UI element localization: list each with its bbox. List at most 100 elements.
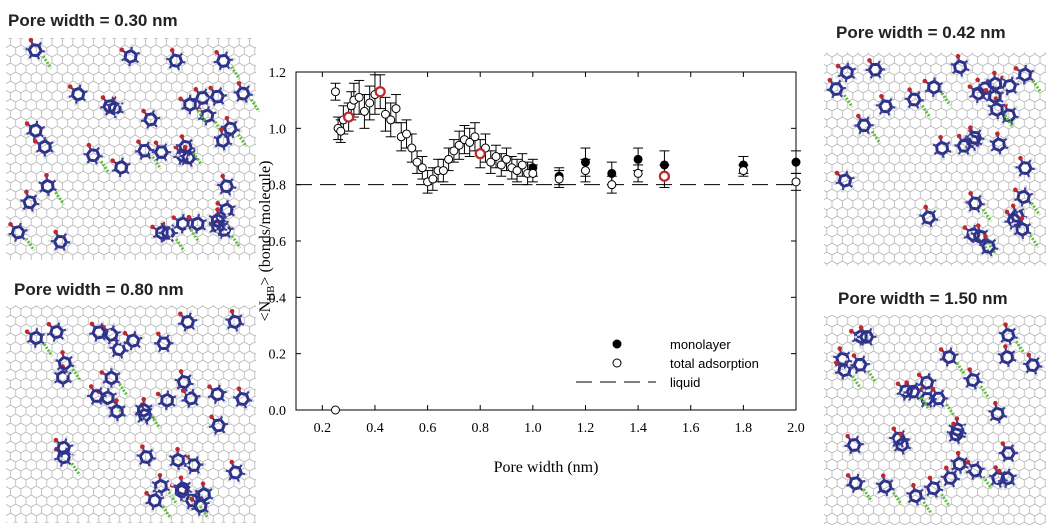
hydrogen-bond [230, 235, 242, 249]
data-point [386, 115, 396, 125]
hydrogen-bond [940, 92, 952, 106]
y-tick-label: 0.6 [269, 235, 287, 250]
x-tick-label: 1.0 [524, 421, 542, 436]
data-point [491, 152, 501, 161]
y-tick-label: 0.4 [269, 291, 287, 306]
panel-title: Pore width = 0.30 nm [8, 11, 178, 30]
data-point [330, 405, 340, 415]
data-point [359, 106, 369, 116]
hydrogen-bond [167, 491, 179, 506]
data-point [659, 160, 669, 170]
data-point [354, 92, 364, 102]
data-point [580, 166, 590, 176]
x-tick-label: 1.4 [629, 421, 647, 436]
hydrogen-bond [189, 228, 201, 243]
highlight-ring [343, 111, 355, 123]
data-point [633, 168, 643, 178]
hydrogen-bond [940, 493, 951, 508]
data-point [330, 87, 340, 97]
hydrogen-bond [986, 241, 998, 256]
highlight-ring [474, 148, 486, 160]
hydrogen-bond [982, 475, 993, 490]
data-point [607, 168, 617, 178]
hydrogen-bond [192, 152, 203, 166]
y-tick-label: 1.2 [269, 66, 287, 81]
graphene-sheet [6, 305, 256, 523]
legend-label: monolayer [670, 337, 731, 352]
data-point [407, 143, 417, 153]
highlight-ring [374, 86, 386, 98]
data-point [449, 146, 459, 156]
x-tick-label: 2.0 [787, 421, 805, 436]
data-point [380, 109, 390, 119]
hydrogen-bond [1029, 234, 1040, 249]
hydrogen-bond [199, 505, 210, 520]
data-point [580, 157, 590, 167]
y-tick-label: 1.0 [269, 122, 287, 137]
data-point [454, 140, 464, 150]
data-point [496, 160, 506, 170]
panel-title: Pore width = 1.50 nm [838, 289, 1008, 308]
hydrogen-bond [843, 94, 854, 108]
hydrogen-bond [249, 98, 261, 113]
hydrogen-bond [150, 415, 161, 430]
data-point [365, 98, 375, 108]
data-point [438, 166, 448, 176]
snapshots [1, 31, 1051, 525]
panel-title: Pore width = 0.80 nm [14, 280, 184, 299]
hydrogen-bond [1003, 114, 1015, 129]
data-point [486, 157, 496, 167]
data-point [391, 104, 401, 114]
hydrogen-bond [42, 343, 54, 357]
y-tick-label: 0.8 [269, 179, 287, 194]
legend-label: total adsorption [670, 356, 759, 371]
hydrogen-bond [174, 238, 186, 252]
data-point [412, 157, 422, 167]
x-axis-label: Pore width (nm) [494, 459, 599, 476]
hydrogen-bond [851, 375, 862, 389]
hydrogen-bond [955, 362, 967, 376]
hydrogen-bond [892, 491, 903, 506]
data-point [791, 177, 801, 187]
data-point [428, 174, 438, 184]
graphene-sheet [824, 52, 1046, 266]
hydrogen-bond [862, 488, 873, 503]
data-point [502, 154, 512, 164]
data-point [402, 129, 412, 139]
hydrogen-bond [1014, 340, 1026, 355]
x-tick-label: 0.4 [366, 421, 384, 436]
hydrogen-bond [870, 130, 882, 145]
hydrogen-bond [237, 133, 248, 148]
hydrogen-bond [866, 369, 878, 384]
legend-marker [612, 339, 622, 349]
hydrogen-bond [54, 191, 65, 206]
hydrogen-bond [1031, 79, 1043, 94]
hydrogen-bond [920, 104, 932, 119]
y-label-part: <N [257, 300, 274, 321]
hydrogen-bond [230, 66, 241, 80]
data-point [417, 163, 427, 173]
hydrogen-bond [196, 109, 208, 124]
hydrogen-bond [161, 505, 172, 520]
x-tick-label: 0.2 [314, 421, 332, 436]
x-tick-label: 1.6 [682, 421, 700, 436]
data-point [470, 132, 480, 142]
hydrogen-bond [922, 501, 933, 515]
highlight-ring [658, 170, 671, 182]
hydrogen-bond [979, 385, 991, 399]
hydrogen-bond [71, 368, 83, 383]
data-point [633, 154, 643, 164]
data-point [528, 168, 538, 178]
data-point [336, 126, 346, 136]
hydrogen-bond [41, 55, 53, 70]
data-point [465, 137, 475, 147]
y-axis-label: <NHB> (bonds/molecule) [257, 161, 277, 322]
y-label-part: > (bonds/molecule) [257, 161, 274, 286]
x-tick-label: 1.2 [577, 421, 595, 436]
x-tick-label: 1.8 [735, 421, 753, 436]
data-point [512, 166, 522, 176]
chart: Pore width (nm) <NHB> (bonds/molecule) 0… [257, 66, 805, 476]
hydrogen-bond [24, 237, 36, 252]
data-point [738, 166, 748, 176]
